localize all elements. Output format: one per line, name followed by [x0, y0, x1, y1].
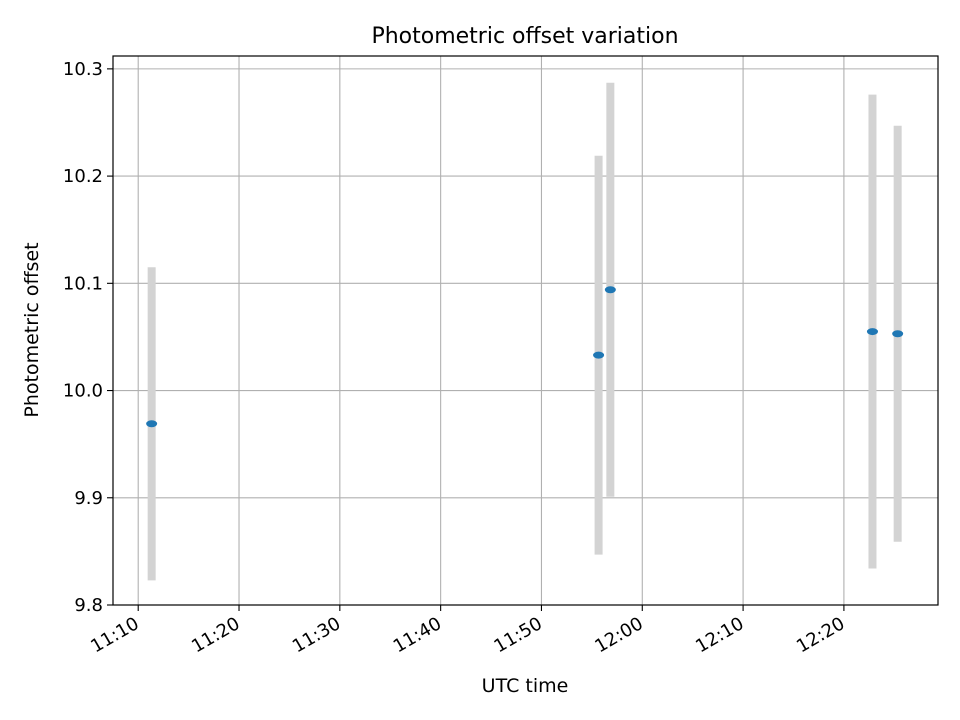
y-tick-label: 10.1 [63, 273, 103, 294]
data-point [146, 420, 158, 428]
x-axis: 11:10 11:20 11:30 11:40 11:50 12:00 12:10 12:20 [87, 605, 848, 657]
x-tick-label: 12:10 [692, 613, 747, 657]
x-tick-label: 11:40 [390, 613, 445, 657]
data-points [146, 286, 904, 428]
data-point [866, 328, 878, 336]
x-tick-label: 12:20 [793, 613, 848, 657]
plot-frame [112, 55, 939, 606]
y-axis-label: Photometric offset [21, 242, 43, 417]
y-tick-label: 9.9 [74, 488, 103, 509]
y-tick-label: 10.2 [63, 166, 103, 187]
data-point [593, 351, 605, 359]
grid [113, 56, 938, 606]
x-tick-label: 11:20 [188, 613, 243, 657]
error-bars [147, 82, 902, 581]
data-point [604, 286, 616, 294]
y-tick-label: 9.8 [74, 595, 103, 616]
x-tick-label: 11:10 [87, 613, 142, 657]
x-axis-label: UTC time [482, 675, 569, 697]
x-tick-label: 12:00 [591, 613, 646, 657]
x-tick-label: 11:50 [491, 613, 546, 657]
chart-title: Photometric offset variation [371, 24, 678, 49]
y-tick-label: 10.3 [63, 59, 103, 80]
data-point [892, 330, 904, 338]
y-axis: 9.8 9.9 10.0 10.1 10.2 10.3 [63, 59, 113, 616]
y-tick-label: 10.0 [63, 381, 103, 402]
x-tick-label: 11:30 [289, 613, 344, 657]
